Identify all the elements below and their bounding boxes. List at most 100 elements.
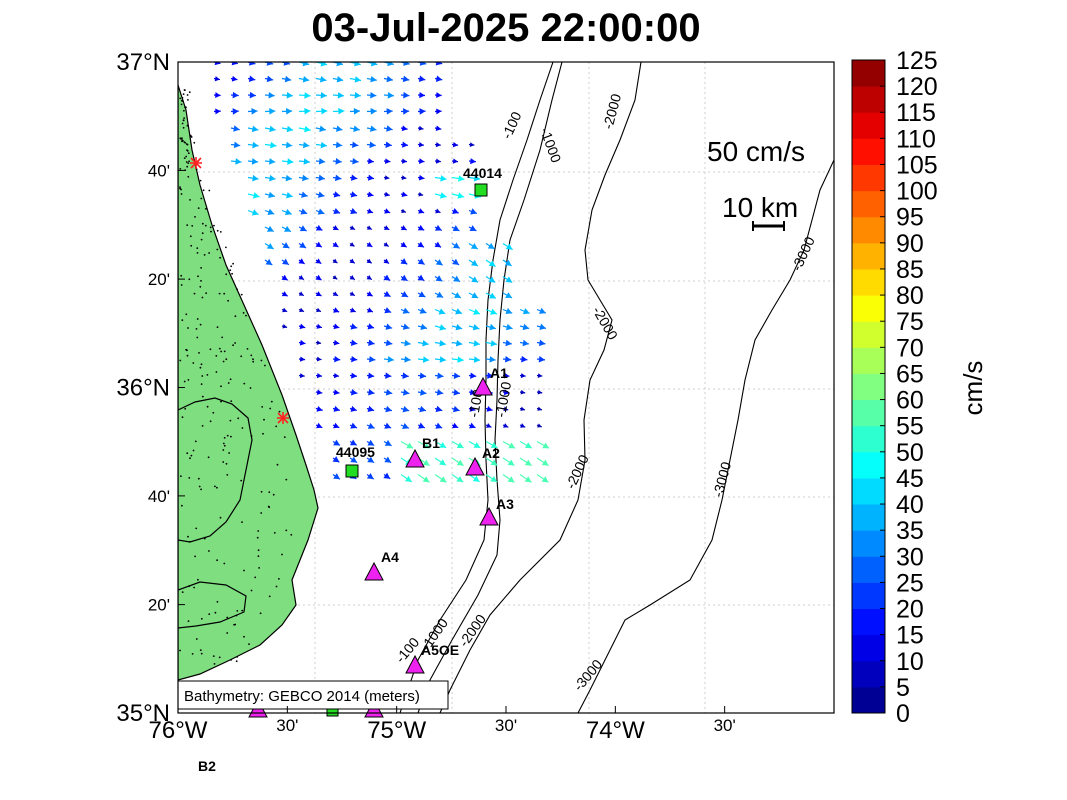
current-vector <box>315 141 328 149</box>
land-dot <box>256 536 259 539</box>
current-vector <box>247 108 258 115</box>
current-vector <box>519 373 526 379</box>
current-vector <box>349 323 358 330</box>
land-dot <box>183 109 185 112</box>
land-dot <box>268 491 271 493</box>
colorbar-tick-label: 85 <box>896 256 924 284</box>
current-vector <box>332 174 342 182</box>
current-vector <box>502 389 510 396</box>
land-dot <box>206 374 209 376</box>
bathymetry-contours <box>399 62 834 713</box>
current-vector <box>366 158 374 165</box>
land-dot <box>179 649 182 652</box>
land-dot <box>200 383 203 385</box>
land-dot <box>213 224 215 227</box>
land-dot <box>230 400 233 402</box>
land-dot <box>240 293 243 296</box>
current-vector <box>315 76 327 83</box>
colorbar-tick-label: 120 <box>896 73 938 101</box>
hf-radar-sites <box>190 157 289 424</box>
land-dot <box>285 529 288 532</box>
colorbar-tick-label: 95 <box>896 204 924 232</box>
land-dot <box>193 141 196 144</box>
current-vector <box>230 91 239 99</box>
colorbar-segment <box>852 582 885 610</box>
current-vector <box>536 389 543 395</box>
current-vector <box>468 142 475 148</box>
land-dot <box>180 274 183 277</box>
current-vector <box>383 258 390 264</box>
land-dot <box>200 197 203 200</box>
current-vector <box>332 405 341 412</box>
current-vector <box>536 474 549 483</box>
current-vector <box>451 440 464 449</box>
colorbar-segment <box>852 112 885 139</box>
current-vector <box>468 308 481 315</box>
colorbar-segment <box>852 399 885 427</box>
current-vector <box>400 440 414 449</box>
land-dot <box>270 400 273 403</box>
x-tick-label: 30' <box>276 716 298 735</box>
current-vector <box>502 440 516 449</box>
land-dot <box>232 262 235 265</box>
current-vector <box>502 355 512 363</box>
current-vector <box>349 191 358 198</box>
colorbar-segment <box>852 556 885 583</box>
land-dot <box>186 143 189 146</box>
land-dot <box>257 530 260 532</box>
current-vector <box>366 125 377 132</box>
land-dot <box>199 366 202 369</box>
current-vector <box>400 422 410 430</box>
current-vector <box>417 389 427 396</box>
colorbar-segment <box>852 321 885 348</box>
land-dot <box>220 400 222 403</box>
land-dot <box>192 449 195 452</box>
current-vector <box>434 372 444 380</box>
current-vector <box>230 141 241 149</box>
current-vector <box>485 275 496 284</box>
current-vector <box>247 75 256 82</box>
land-dot <box>250 435 253 437</box>
current-vector <box>434 92 442 99</box>
land-dot <box>197 578 199 581</box>
current-vector <box>485 292 497 299</box>
colorbar-tick-label: 110 <box>896 125 936 153</box>
current-vector <box>264 107 276 115</box>
land-dot <box>184 106 187 109</box>
land-dot <box>257 549 260 552</box>
current-vector <box>434 340 446 347</box>
current-vector <box>417 224 425 231</box>
y-tick-label: 20' <box>148 596 170 615</box>
land-dot <box>275 585 278 588</box>
land-dot <box>200 267 203 269</box>
land-dot <box>189 134 192 137</box>
land-dot <box>197 477 200 480</box>
current-vector <box>332 422 340 429</box>
land-dot <box>190 244 193 247</box>
current-vector <box>451 258 460 266</box>
current-vector <box>383 422 392 429</box>
current-vector <box>383 290 391 298</box>
current-vector <box>383 75 394 83</box>
land-dot <box>272 493 275 496</box>
land-dot <box>267 505 270 508</box>
land-dot <box>208 550 210 552</box>
current-vector <box>485 423 492 428</box>
land-dot <box>179 359 182 362</box>
current-vector <box>264 225 275 233</box>
current-vector <box>332 225 339 231</box>
land-dot <box>179 187 182 190</box>
land-dot <box>285 478 288 481</box>
current-vector <box>434 108 442 115</box>
current-vector <box>247 174 259 182</box>
land-dot <box>261 406 264 408</box>
land-dot <box>213 663 216 665</box>
land-dot <box>207 456 210 459</box>
current-vector <box>502 339 512 347</box>
current-vector <box>366 174 375 181</box>
current-vector <box>315 274 322 281</box>
land-dot <box>216 229 219 232</box>
current-vector <box>230 158 242 165</box>
land-dot <box>232 344 235 347</box>
land-dot <box>226 434 229 437</box>
